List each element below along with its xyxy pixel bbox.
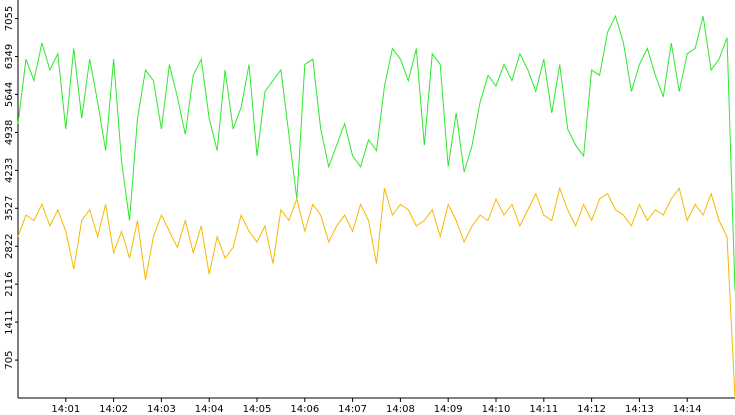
x-tick-label: 14:04: [195, 404, 224, 415]
x-tick-label: 14:02: [99, 404, 128, 415]
x-tick-label: 14:13: [625, 404, 654, 415]
y-tick-label: 4233: [4, 158, 15, 183]
x-tick-label: 14:05: [243, 404, 272, 415]
y-tick-label: 3527: [4, 196, 15, 221]
x-tick-label: 14:10: [482, 404, 511, 415]
x-tick-label: 14:14: [673, 404, 702, 415]
x-tick-label: 14:12: [577, 404, 606, 415]
x-tick-label: 14:06: [290, 404, 319, 415]
series-line: [17, 186, 735, 399]
x-tick-label: 14:03: [147, 404, 176, 415]
y-tick-label: 5644: [4, 82, 15, 107]
y-tick-label: 2822: [4, 233, 15, 258]
x-tick-label: 14:11: [529, 404, 558, 415]
y-tick-label: 6349: [4, 44, 15, 69]
x-tick-label: 14:08: [386, 404, 415, 415]
y-tick-label: 705: [4, 351, 15, 370]
y-tick-label: 4938: [4, 120, 15, 145]
x-tick-label: 14:09: [434, 404, 463, 415]
x-tick-label: 14:07: [338, 404, 367, 415]
y-tick-label: 7055: [4, 6, 15, 31]
series-line: [17, 14, 735, 291]
y-tick-label: 2116: [4, 271, 15, 296]
y-tick-label: 1411: [4, 309, 15, 334]
x-tick-label: 14:01: [51, 404, 80, 415]
